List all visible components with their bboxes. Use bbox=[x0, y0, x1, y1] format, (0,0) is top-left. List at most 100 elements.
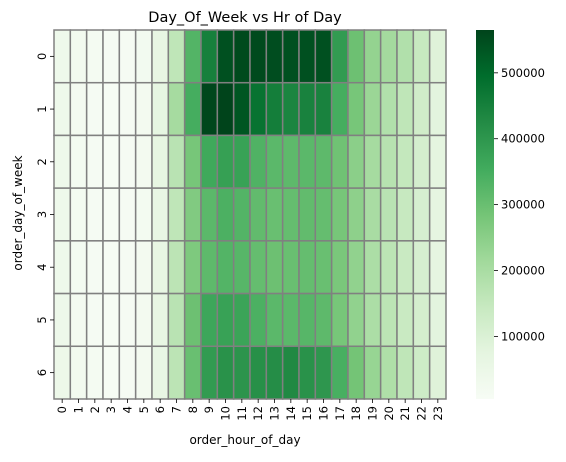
colorbar bbox=[476, 30, 494, 399]
heatmap-cell bbox=[347, 292, 366, 348]
heatmap-cell bbox=[216, 134, 235, 189]
heatmap-cell bbox=[167, 187, 186, 242]
y-tick-label: 1 bbox=[35, 105, 49, 112]
heatmap-cell bbox=[200, 134, 219, 189]
heatmap-cell bbox=[281, 240, 300, 295]
heatmap-cell bbox=[379, 240, 398, 295]
heatmap-cell bbox=[314, 29, 333, 84]
heatmap-cell bbox=[330, 345, 349, 400]
heatmap-cell bbox=[265, 29, 284, 84]
heatmap-cell bbox=[118, 29, 137, 84]
heatmap-cell bbox=[216, 345, 235, 400]
heatmap-cell bbox=[102, 292, 121, 348]
x-tick-label: 14 bbox=[284, 406, 298, 421]
heatmap-cell bbox=[314, 345, 333, 400]
heatmap-cell bbox=[85, 29, 104, 84]
heatmap-cell bbox=[314, 292, 333, 348]
heatmap-cell bbox=[85, 81, 104, 137]
heatmap-cell bbox=[151, 81, 170, 137]
heatmap-cell bbox=[183, 81, 202, 137]
heatmap-cell bbox=[314, 187, 333, 242]
heatmap-cell bbox=[363, 134, 382, 189]
heatmap-cell bbox=[85, 345, 104, 400]
heatmap-cell bbox=[216, 292, 235, 348]
heatmap-cell bbox=[151, 345, 170, 400]
heatmap-cell bbox=[167, 240, 186, 295]
heatmap-cell bbox=[53, 134, 72, 189]
heatmap-cell bbox=[396, 240, 415, 295]
x-tick-label: 12 bbox=[251, 406, 265, 421]
heatmap-cells bbox=[53, 29, 447, 400]
x-tick-label: 17 bbox=[333, 406, 347, 421]
colorbar-ticks: 100000 200000 300000 400000 500000 bbox=[494, 66, 545, 343]
heatmap-cell bbox=[69, 240, 88, 295]
x-tick-label: 15 bbox=[300, 406, 314, 421]
x-tick-label: 4 bbox=[121, 406, 135, 413]
heatmap-cell bbox=[281, 187, 300, 242]
x-axis-ticks: 0 1 2 3 4 5 6 7 8 9 10 11 12 13 14 15 16 17 18 19 20 21 22 23 bbox=[55, 399, 445, 421]
heatmap-cell bbox=[134, 292, 153, 348]
heatmap-cell bbox=[412, 240, 431, 295]
heatmap-cell bbox=[134, 345, 153, 400]
colorbar-tick-label: 100000 bbox=[501, 329, 545, 343]
y-axis-ticks: 0 1 2 3 4 5 6 bbox=[35, 53, 54, 376]
heatmap-cell bbox=[412, 134, 431, 189]
heatmap-cell bbox=[118, 292, 137, 348]
heatmap-cell bbox=[53, 187, 72, 242]
heatmap-cell bbox=[53, 345, 72, 400]
heatmap-cell bbox=[85, 240, 104, 295]
x-tick-label: 9 bbox=[202, 406, 216, 413]
heatmap-cell bbox=[69, 134, 88, 189]
x-tick-label: 2 bbox=[88, 406, 102, 413]
heatmap-cell bbox=[167, 292, 186, 348]
chart-title: Day_Of_Week vs Hr of Day bbox=[148, 10, 342, 26]
heatmap-cell bbox=[379, 292, 398, 348]
heatmap-cell bbox=[330, 134, 349, 189]
heatmap-cell bbox=[118, 81, 137, 137]
heatmap-cell bbox=[200, 187, 219, 242]
heatmap-cell bbox=[232, 29, 251, 84]
heatmap-cell bbox=[200, 81, 219, 137]
x-tick-label: 3 bbox=[104, 406, 118, 413]
heatmap-cell bbox=[412, 187, 431, 242]
x-tick-label: 19 bbox=[366, 406, 380, 421]
heatmap-cell bbox=[265, 134, 284, 189]
heatmap-cell bbox=[265, 292, 284, 348]
heatmap-cell bbox=[363, 240, 382, 295]
heatmap-cell bbox=[151, 240, 170, 295]
heatmap-cell bbox=[314, 240, 333, 295]
heatmap-cell bbox=[363, 345, 382, 400]
colorbar-tick-label: 500000 bbox=[501, 66, 545, 80]
heatmap-cell bbox=[69, 187, 88, 242]
heatmap-cell bbox=[396, 81, 415, 137]
heatmap-cell bbox=[265, 345, 284, 400]
heatmap-cell bbox=[265, 187, 284, 242]
heatmap-cell bbox=[298, 29, 317, 84]
heatmap-cell bbox=[151, 134, 170, 189]
x-tick-label: 6 bbox=[153, 406, 167, 413]
x-tick-label: 5 bbox=[137, 406, 151, 413]
heatmap-cell bbox=[347, 187, 366, 242]
heatmap-cell bbox=[232, 240, 251, 295]
heatmap-cell bbox=[347, 29, 366, 84]
heatmap-cell bbox=[347, 81, 366, 137]
y-tick-label: 3 bbox=[35, 211, 49, 218]
heatmap-cell bbox=[330, 292, 349, 348]
heatmap-cell bbox=[298, 81, 317, 137]
heatmap-cell bbox=[428, 81, 447, 137]
heatmap-cell bbox=[265, 240, 284, 295]
heatmap-cell bbox=[281, 29, 300, 84]
y-axis-label: order_day_of_week bbox=[11, 155, 25, 270]
heatmap-cell bbox=[281, 81, 300, 137]
heatmap-cell bbox=[183, 292, 202, 348]
heatmap-cell bbox=[298, 187, 317, 242]
heatmap-cell bbox=[330, 29, 349, 84]
heatmap-cell bbox=[102, 345, 121, 400]
heatmap-cell bbox=[200, 29, 219, 84]
heatmap-cell bbox=[118, 240, 137, 295]
heatmap-cell bbox=[379, 345, 398, 400]
heatmap-cell bbox=[134, 134, 153, 189]
x-tick-label: 22 bbox=[415, 406, 429, 421]
heatmap-cell bbox=[347, 345, 366, 400]
colorbar-tick-label: 400000 bbox=[501, 132, 545, 146]
